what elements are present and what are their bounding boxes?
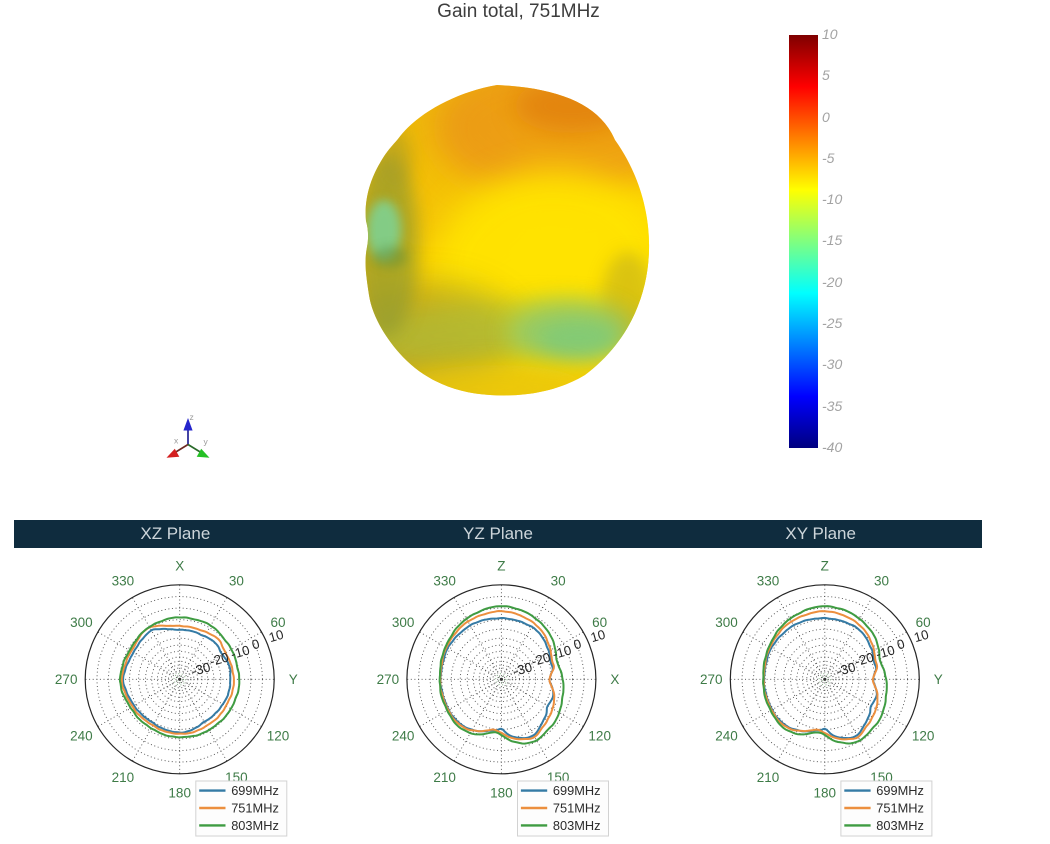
svg-text:300: 300 (715, 615, 738, 630)
svg-text:751MHz: 751MHz (553, 801, 601, 816)
svg-text:120: 120 (912, 729, 935, 744)
svg-text:699MHz: 699MHz (231, 783, 279, 798)
svg-text:X: X (175, 558, 184, 573)
svg-text:-30: -30 (511, 659, 533, 679)
svg-text:10: 10 (912, 627, 930, 645)
svg-text:210: 210 (433, 770, 456, 785)
svg-text:180: 180 (814, 785, 837, 800)
svg-text:X: X (610, 672, 619, 687)
svg-text:-30: -30 (835, 659, 857, 679)
svg-text:180: 180 (168, 785, 191, 800)
svg-text:699MHz: 699MHz (876, 783, 924, 798)
svg-text:240: 240 (392, 729, 415, 744)
svg-text:60: 60 (592, 615, 607, 630)
svg-text:30: 30 (551, 574, 566, 589)
svg-text:-10: -10 (229, 642, 251, 662)
svg-text:120: 120 (588, 729, 611, 744)
svg-text:-10: -10 (551, 642, 573, 662)
svg-text:210: 210 (757, 770, 780, 785)
svg-text:-20: -20 (530, 649, 552, 669)
svg-text:0: 0 (572, 636, 583, 652)
svg-text:120: 120 (267, 729, 290, 744)
svg-text:Z: Z (497, 558, 505, 573)
svg-text:803MHz: 803MHz (231, 818, 279, 833)
svg-text:60: 60 (916, 615, 931, 630)
svg-text:803MHz: 803MHz (876, 818, 924, 833)
svg-text:Y: Y (934, 672, 943, 687)
svg-text:270: 270 (55, 672, 78, 687)
svg-text:x: x (174, 436, 179, 446)
svg-text:-20: -20 (853, 649, 875, 669)
svg-text:0: 0 (895, 636, 906, 652)
svg-text:330: 330 (112, 574, 135, 589)
svg-text:10: 10 (589, 627, 607, 645)
svg-text:240: 240 (70, 729, 93, 744)
svg-text:z: z (190, 412, 194, 422)
svg-text:60: 60 (270, 615, 285, 630)
svg-text:180: 180 (490, 785, 513, 800)
svg-text:300: 300 (392, 615, 415, 630)
svg-text:210: 210 (112, 770, 135, 785)
svg-text:270: 270 (377, 672, 400, 687)
svg-text:Z: Z (821, 558, 829, 573)
svg-text:30: 30 (229, 574, 244, 589)
svg-text:270: 270 (700, 672, 723, 687)
svg-text:803MHz: 803MHz (553, 818, 601, 833)
svg-text:Y: Y (289, 672, 298, 687)
svg-text:10: 10 (267, 627, 285, 645)
svg-text:240: 240 (715, 729, 738, 744)
svg-text:y: y (204, 437, 209, 447)
svg-text:751MHz: 751MHz (876, 801, 924, 816)
svg-text:300: 300 (70, 615, 93, 630)
svg-text:-30: -30 (190, 659, 212, 679)
svg-text:0: 0 (250, 636, 261, 652)
svg-text:-10: -10 (874, 642, 896, 662)
svg-text:751MHz: 751MHz (231, 801, 279, 816)
svg-text:699MHz: 699MHz (553, 783, 601, 798)
svg-text:-20: -20 (208, 649, 230, 669)
svg-text:330: 330 (433, 574, 456, 589)
svg-text:30: 30 (874, 574, 889, 589)
svg-text:330: 330 (757, 574, 780, 589)
